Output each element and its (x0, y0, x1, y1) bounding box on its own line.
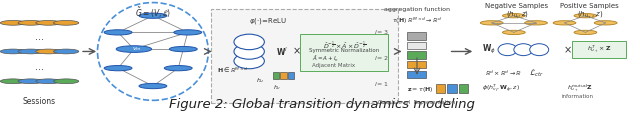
Text: information: information (561, 94, 593, 99)
Text: ...: ... (35, 62, 44, 72)
Text: Sessions: Sessions (23, 97, 56, 106)
Circle shape (480, 21, 503, 25)
FancyBboxPatch shape (408, 32, 426, 40)
Text: ...: ... (35, 32, 44, 42)
Circle shape (502, 14, 525, 18)
Circle shape (0, 20, 26, 25)
Text: $\tilde{G}=(V,\mathcal{E})$: $\tilde{G}=(V,\mathcal{E})$ (135, 5, 171, 20)
FancyBboxPatch shape (288, 72, 294, 79)
Circle shape (18, 79, 44, 84)
Circle shape (18, 49, 44, 54)
Text: $\mathbf{W}^l$: $\mathbf{W}^l$ (276, 45, 289, 58)
FancyBboxPatch shape (572, 41, 626, 58)
Circle shape (54, 49, 79, 54)
Text: $h_{u_+}^T\times\mathbf{Z}$: $h_{u_+}^T\times\mathbf{Z}$ (587, 44, 612, 55)
Text: $\mathbf{W}_\phi$: $\mathbf{W}_\phi$ (482, 43, 496, 56)
Circle shape (116, 46, 152, 52)
Text: $\mathcal{L}_{ctr}$: $\mathcal{L}_{ctr}$ (529, 67, 543, 79)
Text: $h_v$: $h_v$ (273, 83, 282, 92)
Text: $\mathbf{z}=\tau(\mathbf{H})$: $\mathbf{z}=\tau(\mathbf{H})$ (408, 85, 434, 94)
Ellipse shape (234, 44, 264, 59)
FancyBboxPatch shape (459, 84, 468, 93)
Circle shape (574, 30, 597, 35)
Text: aggregation function: aggregation function (384, 7, 450, 12)
Circle shape (139, 83, 167, 89)
Text: Negative Samples: Negative Samples (486, 3, 548, 9)
Text: $\varphi(\cdot)$=ReLU: $\varphi(\cdot)$=ReLU (250, 16, 287, 26)
Text: $\mathbf{H}\in\mathbb{R}^{M\times d}$: $\mathbf{H}\in\mathbb{R}^{M\times d}$ (218, 66, 249, 75)
FancyBboxPatch shape (300, 34, 388, 71)
Circle shape (36, 49, 61, 54)
Text: $(h_{u_+},z)$: $(h_{u_+},z)$ (577, 10, 603, 21)
Circle shape (139, 13, 167, 18)
Text: Graph-level  Representation: Graph-level Representation (378, 100, 456, 105)
FancyBboxPatch shape (447, 84, 457, 93)
Circle shape (174, 30, 202, 35)
Text: $(h_{u_i},z)$: $(h_{u_i},z)$ (506, 10, 529, 21)
Circle shape (525, 21, 547, 25)
Text: $\tau(\mathbf{H})\ \mathbb{R}^{M\times d}\rightarrow\mathbb{R}^d$: $\tau(\mathbf{H})\ \mathbb{R}^{M\times d… (392, 16, 442, 26)
Ellipse shape (498, 44, 517, 56)
Text: $l=3$: $l=3$ (374, 28, 388, 36)
FancyBboxPatch shape (280, 72, 287, 79)
Text: $\hat{D}^{-\frac{1}{2}}\times\hat{A}\times\hat{D}^{-\frac{1}{2}}$: $\hat{D}^{-\frac{1}{2}}\times\hat{A}\tim… (323, 40, 366, 52)
Circle shape (0, 49, 26, 54)
Circle shape (553, 21, 576, 25)
Circle shape (0, 79, 26, 84)
Circle shape (18, 20, 44, 25)
Circle shape (104, 30, 132, 35)
Text: $h_u$: $h_u$ (255, 76, 264, 85)
Ellipse shape (234, 34, 264, 50)
Ellipse shape (530, 44, 548, 56)
Text: $l=2$: $l=2$ (374, 54, 388, 62)
Circle shape (54, 79, 79, 84)
Circle shape (574, 14, 597, 18)
FancyBboxPatch shape (408, 51, 426, 59)
Circle shape (36, 20, 61, 25)
Text: $\times$: $\times$ (563, 45, 572, 55)
FancyBboxPatch shape (408, 42, 426, 49)
Text: $v_m$: $v_m$ (132, 45, 142, 53)
Ellipse shape (234, 53, 264, 69)
Ellipse shape (514, 44, 533, 56)
Circle shape (502, 30, 525, 35)
Circle shape (36, 79, 61, 84)
FancyBboxPatch shape (273, 72, 279, 79)
Text: $\hat{A}=A+I_n$: $\hat{A}=A+I_n$ (312, 53, 340, 64)
Circle shape (170, 46, 197, 52)
Text: Positive Samples: Positive Samples (561, 3, 620, 9)
FancyBboxPatch shape (408, 61, 426, 68)
Circle shape (164, 66, 192, 71)
Text: Symmetric Normalization: Symmetric Normalization (309, 48, 380, 53)
Text: Figure 2: Global transition dynamics modeling: Figure 2: Global transition dynamics mod… (169, 98, 475, 111)
Text: $\phi(h_{v_t}^T,\mathbf{W}_\phi,z)$: $\phi(h_{v_t}^T,\mathbf{W}_\phi,z)$ (482, 83, 520, 94)
Text: Adjacent Matrix: Adjacent Matrix (312, 63, 356, 68)
FancyBboxPatch shape (436, 84, 445, 93)
FancyBboxPatch shape (211, 9, 398, 103)
Text: $\mathbb{R}^d\times\mathbb{R}^d\rightarrow\mathbb{R}$: $\mathbb{R}^d\times\mathbb{R}^d\rightarr… (485, 68, 522, 78)
Circle shape (104, 66, 132, 71)
Circle shape (54, 20, 79, 25)
Text: $h_{u_+}^{\text{mutual}}\mathbf{Z}$: $h_{u_+}^{\text{mutual}}\mathbf{Z}$ (567, 83, 593, 94)
Text: $\times$: $\times$ (292, 46, 301, 57)
Text: $l=1$: $l=1$ (374, 80, 388, 88)
Circle shape (595, 21, 617, 25)
FancyBboxPatch shape (408, 71, 426, 78)
